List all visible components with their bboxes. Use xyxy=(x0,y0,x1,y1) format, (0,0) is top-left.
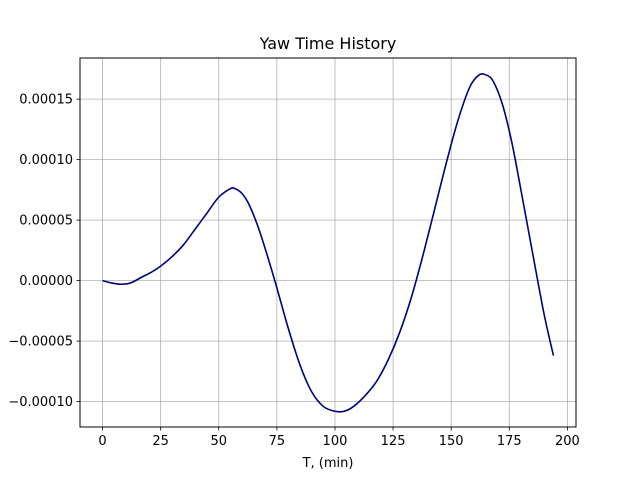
y-tick-label: 0.00010 xyxy=(19,153,73,168)
x-tick-label: 25 xyxy=(152,434,169,449)
plot-area-background xyxy=(80,58,576,427)
x-tick-label: 200 xyxy=(555,434,580,449)
y-tick-label: 0.00005 xyxy=(19,214,73,229)
y-tick-label: −0.00005 xyxy=(8,335,73,350)
x-tick-label: 150 xyxy=(439,434,464,449)
y-tick-label: 0.00015 xyxy=(19,93,73,108)
x-tick-label: 175 xyxy=(497,434,522,449)
x-tick-label: 50 xyxy=(210,434,227,449)
series-layer xyxy=(102,72,555,413)
x-axis-ticks: 0 25 50 75 100 125 150 175 200 xyxy=(98,427,580,449)
y-axis-ticks: −0.00010 −0.00005 0.00000 0.00005 0.00010 0.0… xyxy=(8,93,80,410)
x-tick-label: 0 xyxy=(98,434,106,449)
x-axis-label: T, (min) xyxy=(302,456,354,471)
x-tick-label: 125 xyxy=(381,434,406,449)
plot-frame xyxy=(79,57,577,428)
y-gridlines xyxy=(80,98,576,402)
x-tick-label: 100 xyxy=(323,434,348,449)
x-tick-label: 75 xyxy=(269,434,286,449)
yaw-series-line xyxy=(102,72,555,413)
y-tick-label: 0.00000 xyxy=(19,274,73,289)
x-gridlines xyxy=(102,58,568,427)
y-tick-label: −0.00010 xyxy=(8,395,73,410)
chart-title: Yaw Time History xyxy=(259,34,397,53)
